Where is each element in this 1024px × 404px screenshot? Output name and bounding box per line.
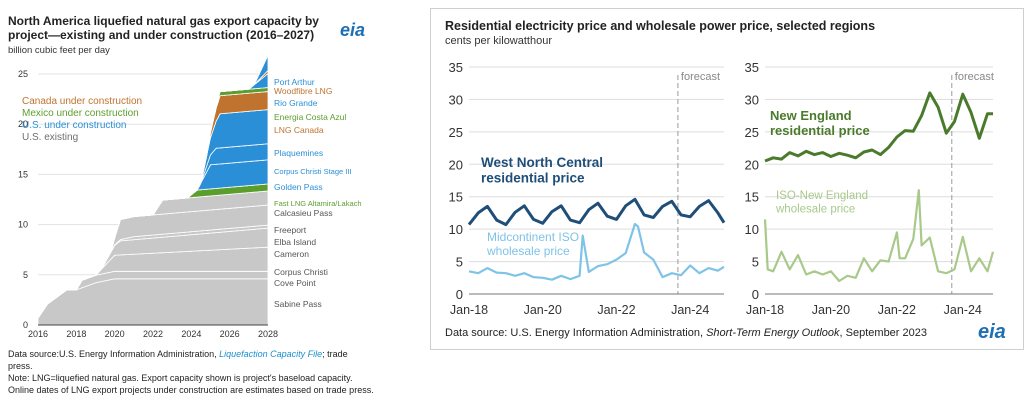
eia-logo: eia xyxy=(340,20,366,40)
y-tick-label: 30 xyxy=(745,92,759,107)
y-tick-label: 25 xyxy=(745,125,759,140)
series-label: Rio Grande xyxy=(274,98,318,108)
y-tick-label: 0 xyxy=(23,320,28,330)
source-note: Data source:U.S. Energy Information Admi… xyxy=(8,348,392,396)
x-tick-label: Jan-24 xyxy=(944,303,982,317)
series-line-iso-new-england-wholesale-price xyxy=(763,189,995,283)
y-tick-label: 25 xyxy=(18,69,28,79)
x-tick-label: 2026 xyxy=(220,329,240,339)
series-label: Sabine Pass xyxy=(274,299,322,309)
y-tick-label: 35 xyxy=(745,60,759,75)
series-line-midcontinent-iso-wholesale-price xyxy=(468,222,725,281)
series-label: Woodfibre LNG xyxy=(274,86,332,96)
source-suffix: ; trade xyxy=(322,349,348,359)
y-tick-label: 0 xyxy=(456,287,463,302)
right-source-prefix: Data source: U.S. Energy Information Adm… xyxy=(445,327,707,339)
x-tick-label: Jan-24 xyxy=(671,303,709,317)
series-label: New England residential price xyxy=(770,108,870,138)
x-tick-label: 2018 xyxy=(66,329,86,339)
right-eia-logo: eia xyxy=(978,321,1006,343)
x-tick-label: Jan-22 xyxy=(597,303,635,317)
note-line2: Online dates of LNG export projects unde… xyxy=(8,385,374,395)
y-tick-label: 10 xyxy=(18,220,28,230)
series-label: Midcontinent ISO wholesale price xyxy=(486,230,579,258)
x-tick-label: Jan-20 xyxy=(524,303,562,317)
area-sabine-pass xyxy=(37,278,269,326)
y-tick-label: 20 xyxy=(449,157,463,172)
area-port-arthur xyxy=(37,55,269,319)
y-tick-label: 10 xyxy=(449,222,463,237)
legend-entry: U.S. existing xyxy=(22,132,78,143)
source-line2: press. xyxy=(8,361,33,371)
y-tick-label: 30 xyxy=(449,92,463,107)
series-label: Corpus Christi xyxy=(274,267,328,277)
series-line-west-north-central-residential-price xyxy=(467,197,726,227)
y-tick-label: 35 xyxy=(449,60,463,75)
y-tick-label: 5 xyxy=(752,255,759,270)
x-tick-label: 2022 xyxy=(143,329,163,339)
x-tick-label: 2028 xyxy=(258,329,278,339)
source-link[interactable]: Liquefaction Capacity File xyxy=(219,349,323,359)
series-label: West North Central residential price xyxy=(481,155,603,186)
right-units-label: cents per kilowatthour xyxy=(445,35,552,47)
x-tick-label: Jan-22 xyxy=(878,303,916,317)
y-tick-label: 15 xyxy=(18,169,28,179)
y-tick-label: 25 xyxy=(449,125,463,140)
forecast-label: forecast xyxy=(681,71,720,83)
right-source-italic: Short-Term Energy Outlook xyxy=(706,327,840,339)
lng-export-chart-panel: North America liquefied natural gas expo… xyxy=(0,0,392,404)
chart-title-line2: project—existing and under construction … xyxy=(8,28,315,42)
electricity-line-charts: 0 5 10 15 20 25 30 35 Jan-18 Jan-20 Jan-22 Jan-24 fo… xyxy=(449,60,995,317)
y-tick-label: 20 xyxy=(18,119,28,129)
right-source-note: Data source: U.S. Energy Information Adm… xyxy=(445,327,927,339)
y-tick-label: 10 xyxy=(745,222,759,237)
y-tick-label: 15 xyxy=(745,190,759,205)
forecast-label: forecast xyxy=(955,71,994,83)
series-label: Golden Pass xyxy=(274,182,323,192)
y-tick-label: 15 xyxy=(449,190,463,205)
units-label: billion cubic feet per day xyxy=(8,45,110,56)
y-tick-label: 20 xyxy=(745,157,759,172)
y-tick-label: 5 xyxy=(456,255,463,270)
series-label: Cove Point xyxy=(274,278,316,288)
series-label: LNG Canada xyxy=(274,125,324,135)
x-tick-label: Jan-18 xyxy=(450,303,488,317)
legend-entry: Canada under construction xyxy=(22,96,142,107)
source-prefix: Data source:U.S. Energy Information Admi… xyxy=(8,349,220,359)
y-tick-label: 5 xyxy=(23,270,28,280)
series-label: Port Arthur xyxy=(274,77,315,87)
series-label: Corpus Christi Stage III xyxy=(274,167,352,176)
series-label: Fast LNG Altamira/Lakach xyxy=(274,199,362,208)
x-tick-label: Jan-18 xyxy=(746,303,784,317)
right-source-suffix: , September 2023 xyxy=(839,327,927,339)
electricity-price-panel: Residential electricity price and wholes… xyxy=(430,8,1024,350)
x-tick-label: 2020 xyxy=(105,329,125,339)
x-tick-label: 2024 xyxy=(181,329,201,339)
chart-title-line1: North America liquefied natural gas expo… xyxy=(8,14,319,28)
series-label: Cameron xyxy=(274,249,309,259)
note-line1: Note: LNG=liquefied natural gas. Export … xyxy=(8,373,353,383)
series-label: Calcasieu Pass xyxy=(274,208,333,218)
lng-area-chart: 0 5 10 15 20 25 2016 2018 2020 2022 2024 2026 2028 Sa… xyxy=(18,55,362,339)
chart-title: North America liquefied natural gas expo… xyxy=(8,14,338,42)
series-label: Elba Island xyxy=(274,237,316,247)
series-label: Freeport xyxy=(274,225,307,235)
series-label: ISO-New England wholesale price xyxy=(775,190,868,216)
series-line-new-england-residential-price xyxy=(764,91,993,163)
y-tick-label: 0 xyxy=(752,287,759,302)
legend-entry: Mexico under construction xyxy=(22,108,139,119)
series-label: Energia Costa Azul xyxy=(274,112,346,122)
x-tick-label: 2016 xyxy=(28,329,48,339)
x-tick-label: Jan-20 xyxy=(812,303,850,317)
legend-entry: U.S. under construction xyxy=(22,120,127,131)
right-chart-title: Residential electricity price and wholes… xyxy=(445,19,876,33)
series-label: Plaquemines xyxy=(274,148,323,158)
